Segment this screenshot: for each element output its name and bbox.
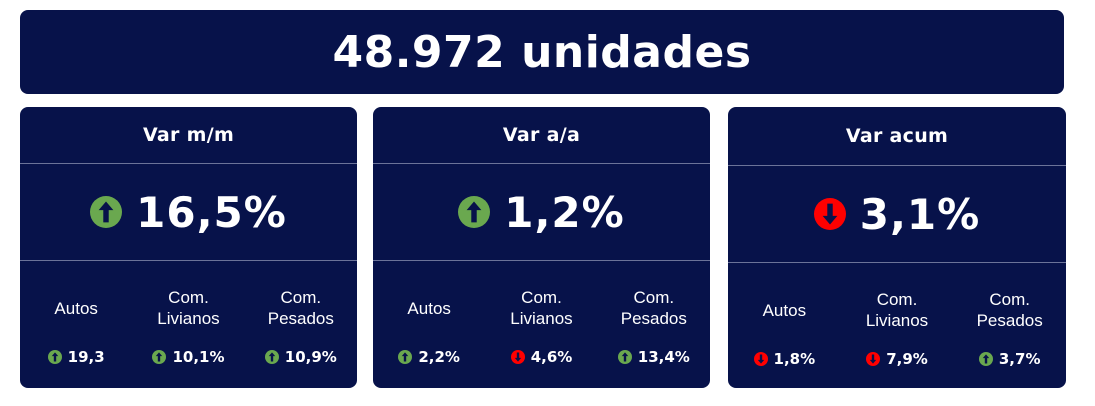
arrow-down-icon bbox=[866, 352, 881, 366]
arrow-up-icon bbox=[398, 350, 413, 364]
breakdown-value: 3,7% bbox=[953, 350, 1066, 368]
breakdown-label: Com. Pesados bbox=[620, 288, 687, 328]
arrow-down-icon bbox=[510, 350, 525, 364]
breakdown-value-text: 10,1% bbox=[172, 348, 225, 366]
arrow-up-icon bbox=[90, 196, 123, 228]
breakdown-com-pesados: Com. Pesados 3,7% bbox=[953, 277, 1066, 387]
main-metric: 3,1% bbox=[728, 166, 1066, 262]
card-title: Var m/m bbox=[142, 124, 235, 146]
main-divider bbox=[20, 260, 357, 261]
arrow-up-icon bbox=[47, 350, 62, 364]
card-var-mm: Var m/m 16,5% Autos 19,3 Com. Livianos 1… bbox=[20, 107, 357, 388]
card-title: Var a/a bbox=[502, 124, 581, 146]
arrow-up-icon bbox=[152, 350, 167, 364]
breakdown-value-text: 10,9% bbox=[284, 348, 337, 366]
breakdown-label: Com. Livianos bbox=[865, 290, 929, 330]
breakdown-value-text: 7,9% bbox=[886, 350, 928, 368]
breakdown-row: Autos 2,2% Com. Livianos 4,6% Com. Pesad… bbox=[373, 275, 710, 385]
breakdown-label: Com. Pesados bbox=[267, 288, 334, 328]
main-metric: 16,5% bbox=[20, 164, 357, 260]
breakdown-value: 7,9% bbox=[841, 350, 954, 368]
breakdown-value: 19,3 bbox=[20, 348, 132, 366]
breakdown-value-text: 2,2% bbox=[418, 348, 460, 366]
breakdown-label: Com. Livianos bbox=[157, 288, 220, 328]
breakdown-label: Com. Pesados bbox=[976, 290, 1043, 330]
breakdown-value: 2,2% bbox=[373, 348, 485, 366]
arrow-up-icon bbox=[264, 350, 279, 364]
breakdown-value: 10,9% bbox=[245, 348, 357, 366]
breakdown-value-text: 13,4% bbox=[637, 348, 690, 366]
breakdown-value: 13,4% bbox=[598, 348, 710, 366]
breakdown-autos: Autos 1,8% bbox=[728, 277, 841, 387]
main-value: 1,2% bbox=[504, 187, 625, 237]
main-metric: 1,2% bbox=[373, 164, 710, 260]
card-var-aa: Var a/a 1,2% Autos 2,2% Com. Livianos 4,… bbox=[373, 107, 710, 388]
main-divider bbox=[373, 260, 710, 261]
breakdown-value-text: 4,6% bbox=[530, 348, 573, 366]
header-divider bbox=[728, 165, 1066, 166]
breakdown-com-pesados: Com. Pesados 13,4% bbox=[598, 275, 710, 385]
main-divider bbox=[728, 262, 1066, 263]
arrow-up-icon bbox=[458, 196, 491, 228]
arrow-up-icon bbox=[617, 350, 632, 364]
arrow-down-icon bbox=[753, 352, 768, 366]
arrow-up-icon bbox=[978, 352, 993, 366]
breakdown-label: Com. Livianos bbox=[510, 288, 573, 328]
breakdown-value: 4,6% bbox=[485, 348, 597, 366]
card-title: Var acum bbox=[845, 125, 949, 147]
breakdown-autos: Autos 19,3 bbox=[20, 275, 132, 385]
breakdown-value-text: 19,3 bbox=[67, 348, 105, 366]
main-value: 3,1% bbox=[859, 189, 981, 239]
breakdown-row: Autos 1,8% Com. Livianos 7,9% Com. Pesad… bbox=[728, 277, 1066, 387]
breakdown-value-text: 1,8% bbox=[773, 350, 816, 368]
total-units-banner: 48.972 unidades bbox=[20, 10, 1064, 94]
breakdown-label: Autos bbox=[407, 298, 451, 318]
breakdown-com-livianos: Com. Livianos 7,9% bbox=[841, 277, 954, 387]
header-divider bbox=[373, 163, 710, 164]
card-var-acum: Var acum 3,1% Autos 1,8% Com. Livianos 7… bbox=[728, 107, 1066, 388]
main-value: 16,5% bbox=[136, 187, 287, 237]
header-divider bbox=[20, 163, 357, 164]
breakdown-com-pesados: Com. Pesados 10,9% bbox=[245, 275, 357, 385]
breakdown-row: Autos 19,3 Com. Livianos 10,1% Com. Pesa… bbox=[20, 275, 357, 385]
breakdown-com-livianos: Com. Livianos 4,6% bbox=[485, 275, 597, 385]
breakdown-autos: Autos 2,2% bbox=[373, 275, 485, 385]
total-units-title: 48.972 unidades bbox=[332, 26, 752, 78]
breakdown-label: Autos bbox=[54, 298, 98, 318]
breakdown-label: Autos bbox=[762, 300, 807, 320]
breakdown-value: 10,1% bbox=[132, 348, 244, 366]
arrow-down-icon bbox=[813, 198, 846, 230]
breakdown-value-text: 3,7% bbox=[998, 350, 1041, 368]
breakdown-com-livianos: Com. Livianos 10,1% bbox=[132, 275, 244, 385]
breakdown-value: 1,8% bbox=[728, 350, 841, 368]
